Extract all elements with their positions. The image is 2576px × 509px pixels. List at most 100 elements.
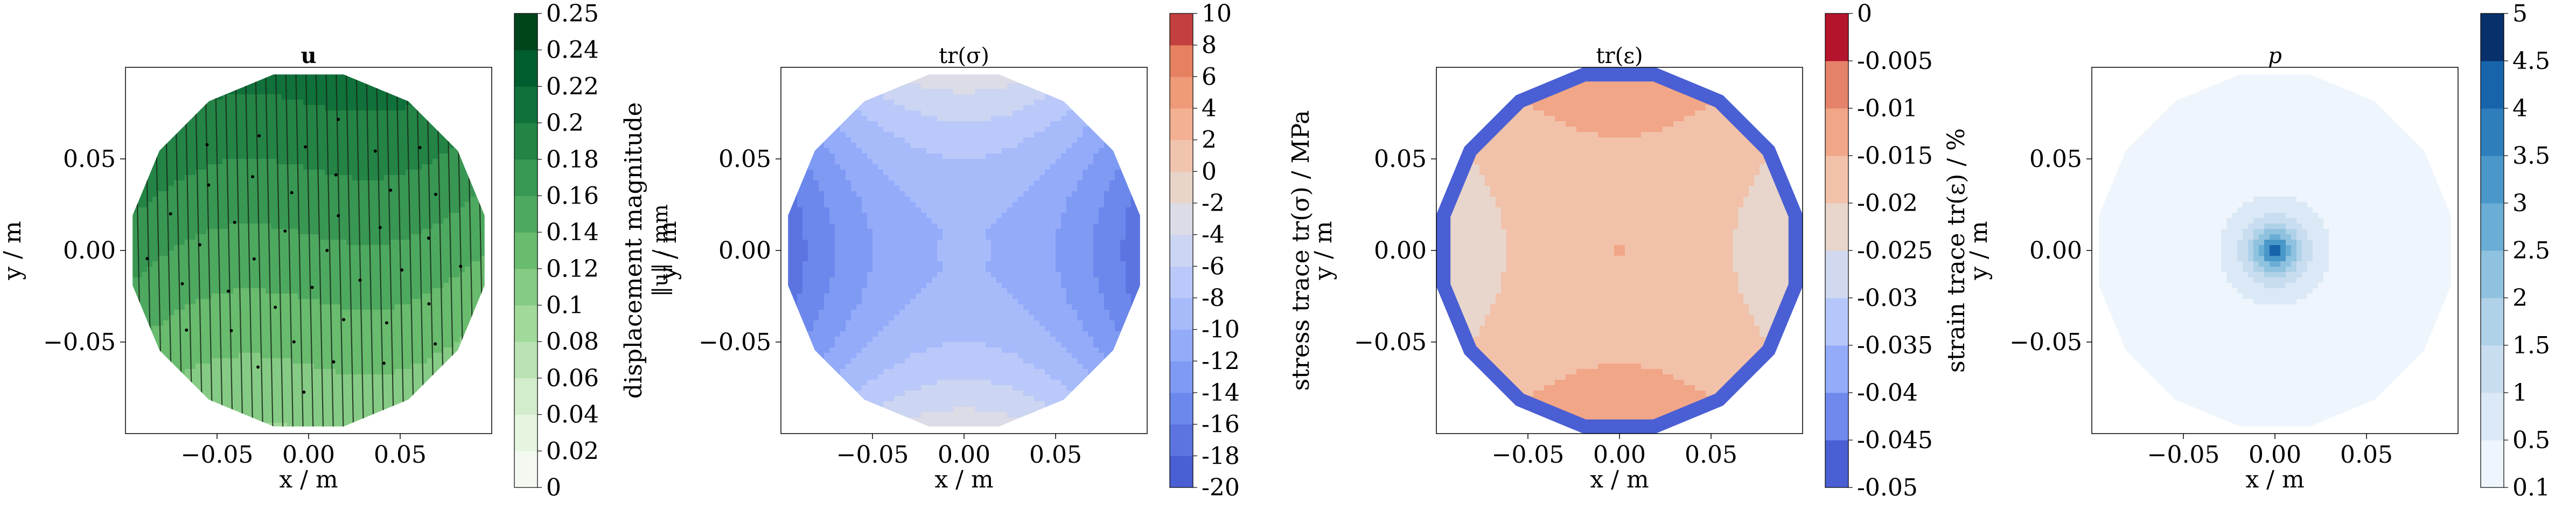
colorbar-tick-label: -0.02 — [1857, 190, 1918, 217]
colorbar-tick-label: -0.015 — [1857, 142, 1933, 170]
colorbar-band — [1170, 45, 1193, 77]
colorbar-band — [514, 378, 537, 415]
colorbar-band — [1170, 171, 1193, 204]
colorbar-frame — [514, 13, 538, 488]
colorbar-band — [1170, 329, 1193, 361]
colorbar-tick-label: 1 — [2512, 379, 2528, 407]
x-axis-label: x / m — [279, 466, 338, 493]
y-tick-label: −0.05 — [1354, 329, 1427, 356]
y-tick-label: −0.05 — [699, 329, 771, 356]
colorbar-band — [1825, 156, 1848, 204]
colorbar-tick-label: -0.025 — [1857, 237, 1933, 264]
y-axis-label: y / m — [1310, 221, 1337, 280]
colorbar-band — [2481, 156, 2504, 204]
colorbar-tick-label: -0.05 — [1857, 474, 1918, 501]
colorbar-tick-label: -18 — [1202, 442, 1240, 470]
colorbar-band — [2481, 13, 2504, 61]
colorbar-tick-label: -2 — [1202, 190, 1225, 217]
colorbar-tick-label: -16 — [1202, 411, 1240, 438]
colorbar: -20-18-16-14-12-10-8-6-4-20246810stress … — [1169, 0, 1315, 501]
colorbar-tick-label: -10 — [1202, 316, 1240, 344]
y-tick-label: 0.00 — [1374, 237, 1427, 264]
y-tick-label: 0.05 — [1374, 145, 1427, 173]
colorbar-band — [514, 196, 537, 233]
y-tick-label: 0.00 — [63, 237, 116, 264]
colorbar-tick-label: 3.5 — [2512, 142, 2550, 170]
colorbar-band — [2481, 440, 2504, 488]
x-tick-label: 0.05 — [374, 441, 427, 469]
colorbar-tick-label: 0 — [1202, 158, 1217, 185]
colorbar-label: displacement magnitude — [620, 102, 647, 399]
colorbar-band — [2481, 61, 2504, 109]
colorbar-label: strain trace tr(ε) / % — [1943, 128, 1970, 373]
panel-stress: −0.05 0.00 0.05 −0.05 0.00 0.05 x / m y / m tr(σ… — [654, 0, 1315, 501]
colorbar-tick-label: 0.04 — [546, 401, 599, 429]
colorbar-band — [514, 268, 537, 306]
colorbar-band — [2481, 393, 2504, 441]
y-axis-label: y / m — [0, 221, 26, 280]
colorbar-band — [1170, 108, 1193, 141]
colorbar-label-units: ‖u‖ / mm — [648, 204, 672, 297]
x-axis-label: x / m — [1590, 466, 1649, 493]
colorbar-tick-label: 0.5 — [2512, 427, 2550, 454]
colorbar-tick-label: 8 — [1202, 32, 1217, 59]
colorbar-band — [514, 13, 537, 51]
colorbar-band — [1825, 393, 1848, 441]
colorbar-tick-label: -0.005 — [1857, 47, 1933, 75]
colorbar-tick-label: 0.08 — [546, 328, 599, 355]
colorbar-tick-label: 2 — [2512, 284, 2528, 312]
colorbar-tick-label: 0.18 — [546, 146, 599, 173]
colorbar-band — [514, 50, 537, 87]
colorbar-tick-label: -4 — [1202, 221, 1225, 249]
colorbar-tick-label: -0.01 — [1857, 95, 1918, 122]
colorbar-tick-label: 0.25 — [546, 0, 599, 27]
colorbar-tick-label: -0.04 — [1857, 379, 1918, 407]
colorbar-band — [1825, 250, 1848, 298]
colorbar-band — [514, 123, 537, 160]
colorbar-tick-label: 0.16 — [546, 182, 599, 210]
colorbar-tick-label: 0 — [546, 474, 561, 501]
colorbar-tick-label: 0.02 — [546, 437, 599, 465]
y-tick-label: 0.05 — [718, 145, 771, 173]
x-axis-label: x / m — [2245, 466, 2304, 493]
colorbar-tick-label: -8 — [1202, 284, 1225, 312]
colorbar-band — [514, 414, 537, 451]
colorbar-tick-label: 0.24 — [546, 37, 599, 64]
colorbar-band — [1170, 203, 1193, 235]
x-axis-label: x / m — [934, 466, 993, 493]
colorbar-band — [1170, 298, 1193, 330]
colorbar-tick-label: 4 — [2512, 95, 2528, 122]
colorbar-band — [514, 305, 537, 342]
y-axis-label: y / m — [1965, 221, 1993, 280]
colorbar-tick-label: 10 — [1202, 0, 1232, 27]
colorbar-band — [1825, 61, 1848, 109]
colorbar-tick-label: 5 — [2512, 0, 2528, 27]
contour-field-pressure — [2099, 74, 2451, 427]
y-tick-label: −0.05 — [43, 329, 116, 356]
colorbar-tick-label: 0.14 — [546, 219, 599, 246]
colorbar: 0.10.511.522.533.544.55pore pressure p /… — [2480, 0, 2550, 501]
colorbar-tick-label: 0.12 — [546, 255, 599, 283]
colorbar-tick-label: 2 — [1202, 127, 1217, 154]
colorbar-band — [2481, 203, 2504, 251]
colorbar-tick-label: 4 — [1202, 95, 1217, 122]
panel-strain: −0.05 0.00 0.05 −0.05 0.00 0.05 x / m y / m tr(ε… — [1310, 0, 1970, 501]
panel-title: p — [2268, 44, 2282, 68]
boundary-ring — [1436, 67, 1803, 434]
colorbar-band — [1170, 456, 1193, 488]
contour-field-stress — [788, 74, 1140, 427]
colorbar-band — [514, 232, 537, 269]
colorbar-band — [1825, 345, 1848, 393]
x-tick-label: −0.05 — [1492, 441, 1565, 469]
x-tick-label: 0.05 — [1685, 441, 1737, 469]
colorbar-band — [1170, 76, 1193, 109]
colorbar-label: stress trace tr(σ) / MPa — [1287, 110, 1315, 391]
colorbar-tick-label: -6 — [1202, 253, 1225, 280]
panel-title: tr(σ) — [939, 44, 989, 68]
colorbar-tick-label: 2.5 — [2512, 237, 2550, 264]
panel-title: tr(ε) — [1596, 44, 1643, 68]
contour-field-displacement — [132, 74, 485, 427]
colorbar-band — [514, 86, 537, 123]
panel-displacement: −0.05 0.00 0.05 −0.05 0.00 0.05 x / m y / m u 0 0.… — [0, 0, 672, 501]
